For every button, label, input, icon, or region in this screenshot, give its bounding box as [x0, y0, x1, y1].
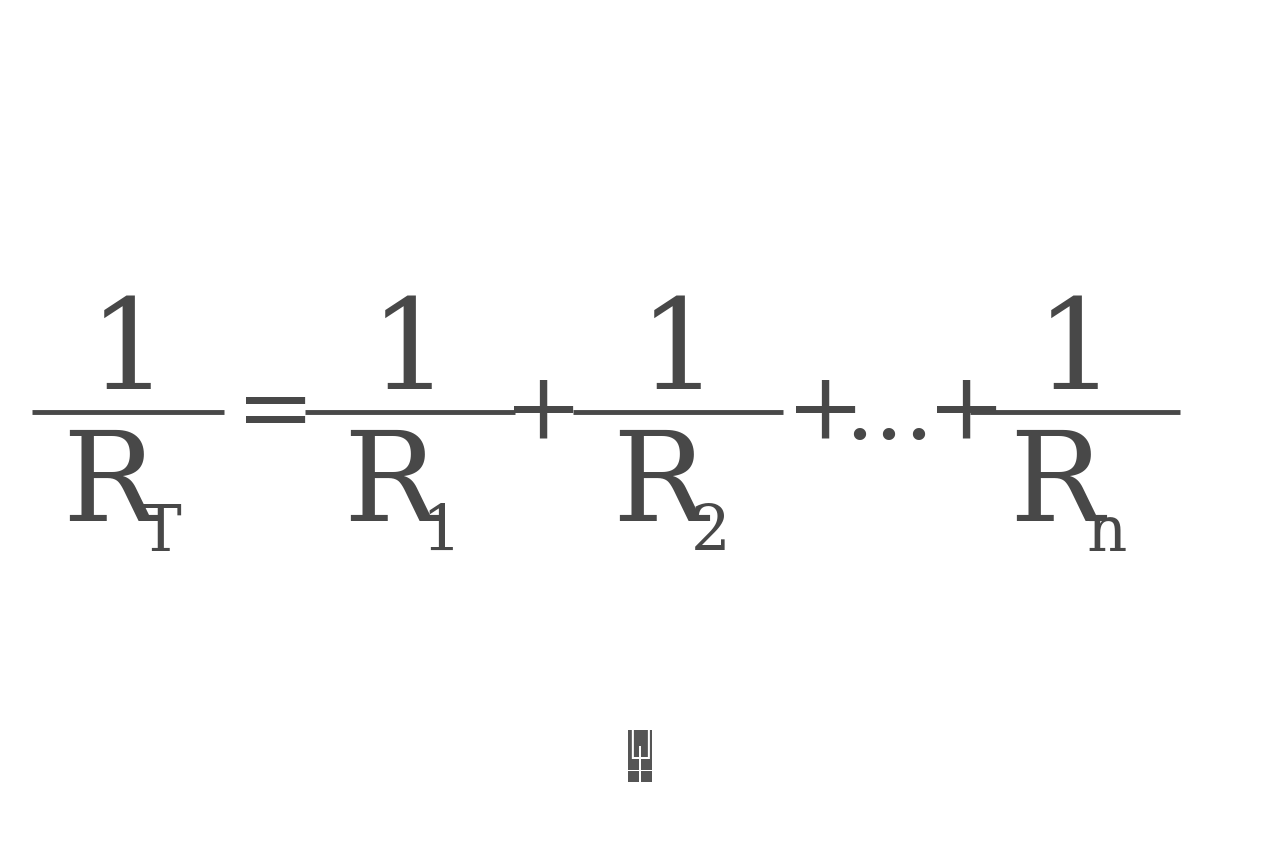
- Text: 1: 1: [88, 294, 168, 415]
- Bar: [641, 770, 652, 782]
- Bar: [628, 770, 639, 782]
- Text: 1: 1: [370, 294, 449, 415]
- Text: R: R: [61, 425, 156, 546]
- Bar: [628, 746, 639, 758]
- Text: www.inchcalculator.com: www.inchcalculator.com: [472, 797, 808, 824]
- Text: n: n: [1087, 502, 1128, 563]
- Text: R: R: [1009, 425, 1103, 546]
- Bar: [626, 730, 654, 785]
- Text: 1: 1: [1036, 294, 1115, 415]
- Bar: [641, 746, 652, 758]
- Text: 1: 1: [421, 502, 462, 563]
- Text: 2: 2: [690, 502, 731, 563]
- Text: R: R: [612, 425, 707, 546]
- Bar: [628, 730, 652, 746]
- Text: ...: ...: [845, 368, 934, 457]
- Text: +: +: [786, 368, 865, 457]
- Text: +: +: [927, 368, 1006, 457]
- Text: R: R: [343, 425, 438, 546]
- Text: +: +: [504, 368, 584, 457]
- Text: 🖩: 🖩: [630, 725, 650, 759]
- Text: T: T: [140, 502, 180, 563]
- Text: =: =: [236, 368, 315, 457]
- Text: 1: 1: [639, 294, 718, 415]
- Text: Parallel Resistance Formula: Parallel Resistance Formula: [49, 38, 1231, 120]
- Bar: [628, 758, 639, 770]
- Bar: [641, 758, 652, 770]
